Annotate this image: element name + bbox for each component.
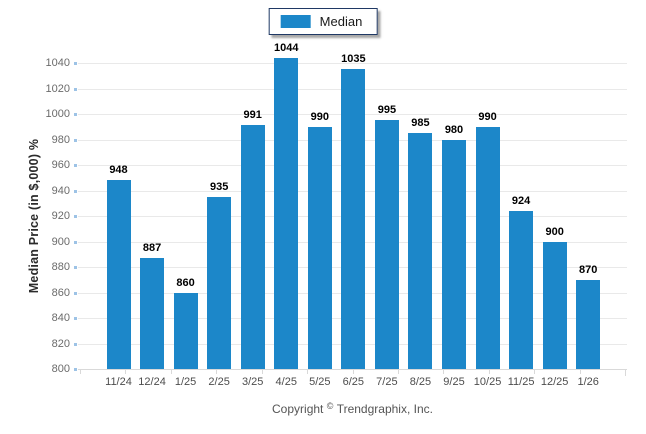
bar-1/25	[173, 292, 198, 369]
x-tick-label-5/25: 5/25	[309, 376, 331, 388]
bar-value-11/25: 924	[511, 194, 531, 207]
y-tick-label-1040: 1040	[45, 57, 70, 69]
x-axis-tick-3	[216, 370, 218, 374]
bar-2/25	[207, 196, 232, 369]
y-tick-label-860: 860	[51, 286, 70, 299]
y-tick-label-980: 980	[51, 133, 70, 146]
x-tick-label-3/25: 3/25	[241, 376, 264, 388]
x-tick-label-12/25: 12/25	[540, 376, 569, 388]
bar-3/25	[240, 125, 265, 369]
y-tick-mark-880	[74, 266, 77, 269]
x-axis-tick-1	[125, 370, 127, 374]
copyright-symbol: ©	[326, 401, 334, 411]
x-axis-tick-12	[625, 370, 626, 376]
bar-9/25	[442, 139, 466, 369]
y-tick-mark-800	[74, 368, 77, 371]
x-axis-tick-4	[261, 370, 263, 374]
legend-label-median: Median	[319, 14, 363, 29]
x-tick-label-11/25: 11/25	[507, 376, 535, 388]
copyright-company: Trendgraphix, Inc.	[336, 402, 433, 416]
bar-value-8/25: 985	[411, 117, 430, 130]
y-tick-label-940: 940	[51, 184, 70, 197]
bar-11/24	[106, 180, 131, 369]
bar-10/25	[475, 126, 500, 369]
x-axis-tick-2	[170, 370, 172, 374]
y-tick-label-900: 900	[51, 235, 70, 248]
bar-value-1/26: 870	[579, 263, 598, 276]
x-axis-tick-11	[579, 370, 581, 374]
y-tick-label-800: 800	[51, 363, 70, 375]
bar-value-12/24: 887	[142, 242, 162, 255]
plot-area: 948 887 860 935 991 1044 990 1035 995 985 980 990 92…	[78, 42, 627, 369]
x-tick-label-7/25: 7/25	[376, 376, 398, 388]
y-tick-label-960: 960	[51, 159, 70, 171]
gridline-1040	[78, 63, 627, 64]
x-tick-label-2/25: 2/25	[208, 376, 230, 388]
x-tick-label-8/25: 8/25	[409, 376, 432, 388]
y-tick-mark-1040	[74, 62, 77, 65]
y-tick-label-880: 880	[51, 261, 70, 273]
y-tick-mark-960	[74, 164, 77, 167]
legend: Median	[268, 8, 378, 35]
y-tick-mark-860	[74, 291, 77, 295]
x-axis-tick-5	[307, 370, 309, 374]
bar-8/25	[408, 133, 433, 369]
x-axis-tick-8	[443, 370, 445, 374]
bar-value-9/25: 980	[444, 123, 464, 136]
y-tick-label-1020: 1020	[45, 82, 70, 95]
x-axis-tick-7	[397, 370, 399, 374]
bar-value-5/25: 990	[310, 110, 329, 123]
x-tick-label-12/24: 12/24	[138, 376, 166, 388]
x-axis-tick-10	[534, 370, 536, 374]
bar-7/25	[374, 120, 399, 369]
x-tick-label-10/25: 10/25	[473, 376, 502, 388]
copyright-word: Copyright	[272, 402, 324, 416]
bar-value-12/25: 900	[545, 225, 564, 238]
y-tick-mark-1000	[74, 113, 77, 116]
y-tick-mark-940	[74, 189, 77, 193]
x-tick-label-1/26: 1/26	[577, 376, 599, 388]
bar-5/25	[307, 126, 332, 369]
bar-1/26	[576, 279, 601, 369]
x-tick-label-1/25: 1/25	[174, 376, 197, 388]
bar-value-2/25: 935	[209, 180, 229, 193]
bar-6/25	[341, 69, 366, 369]
y-tick-label-920: 920	[51, 210, 70, 222]
bar-value-4/25: 1044	[274, 41, 299, 54]
y-tick-mark-900	[74, 240, 77, 244]
bar-value-1/25: 860	[176, 276, 195, 289]
y-tick-mark-920	[74, 215, 77, 218]
x-axis-tick-6	[352, 370, 354, 374]
x-tick-label-6/25: 6/25	[342, 376, 365, 388]
x-tick-label-9/25: 9/25	[443, 376, 465, 388]
y-tick-mark-980	[74, 138, 77, 142]
x-axis-line	[78, 369, 627, 370]
bar-value-7/25: 995	[377, 104, 397, 117]
y-tick-mark-840	[74, 317, 77, 320]
bar-12/24	[140, 258, 165, 369]
legend-swatch-median	[280, 15, 311, 28]
bar-12/25	[542, 241, 567, 369]
bar-value-11/24: 948	[109, 164, 128, 177]
y-tick-label-1000: 1000	[45, 108, 70, 120]
x-axis-tick-0	[80, 370, 81, 374]
x-tick-label-11/24: 11/24	[105, 376, 132, 388]
y-tick-label-820: 820	[51, 337, 70, 350]
bar-value-6/25: 1035	[341, 53, 366, 66]
y-tick-mark-820	[74, 342, 77, 346]
copyright-text: Copyright © Trendgraphix, Inc.	[78, 401, 627, 416]
y-tick-mark-1020	[74, 87, 77, 91]
bar-value-10/25: 990	[478, 110, 497, 123]
bar-11/25	[509, 210, 534, 369]
x-axis-tick-9	[488, 370, 490, 374]
x-tick-label-4/25: 4/25	[275, 376, 297, 388]
bar-value-3/25: 991	[243, 109, 262, 122]
y-tick-label-840: 840	[51, 312, 70, 324]
bar-4/25	[274, 57, 299, 369]
